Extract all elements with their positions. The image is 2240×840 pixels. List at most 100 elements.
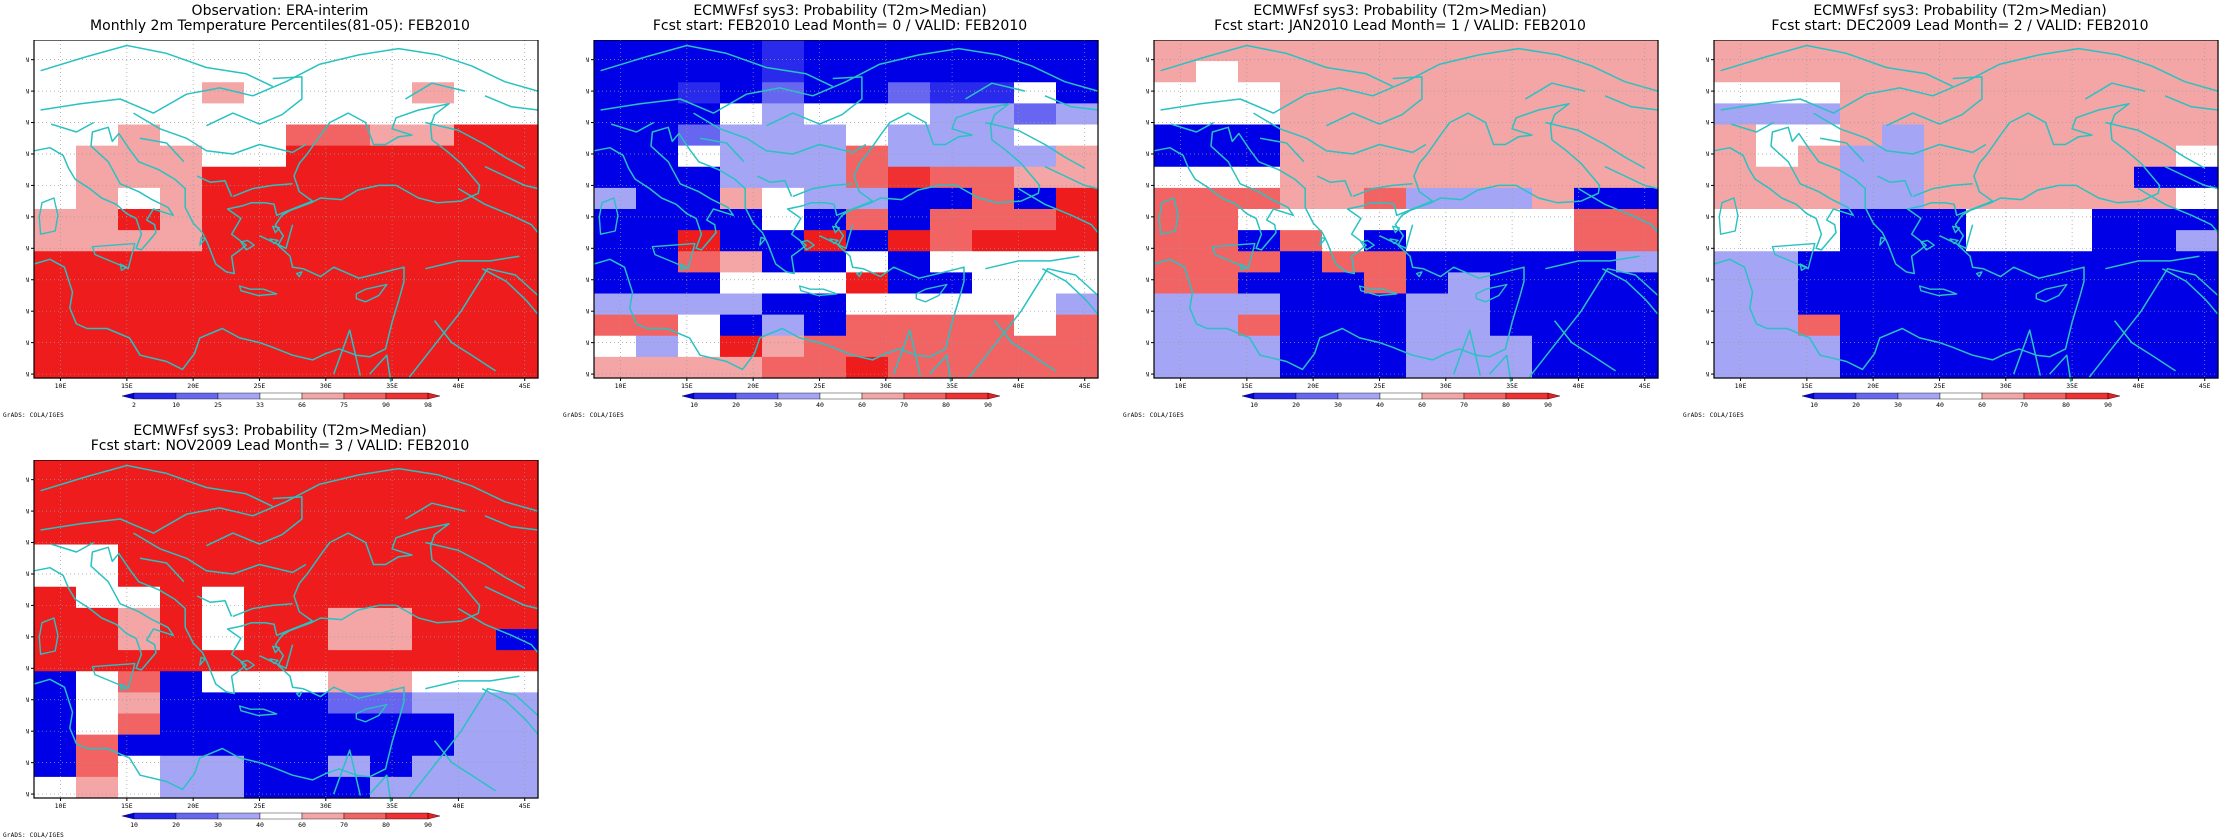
grid-cell xyxy=(1196,82,1239,104)
panel-title-line1: ECMWFsf sys3: Probability (T2m>Median) xyxy=(133,423,427,439)
grid-cell xyxy=(328,82,371,104)
grid-cell xyxy=(1448,251,1491,273)
grid-cell xyxy=(1056,145,1099,168)
grid-cell xyxy=(34,103,77,126)
grid-cell xyxy=(496,523,539,546)
legend-swatch xyxy=(1505,392,1549,400)
lon-tick-label: 25E xyxy=(1934,382,1946,390)
grid-cell xyxy=(1406,272,1449,295)
legend-arrow-left xyxy=(121,392,135,400)
grid-cell xyxy=(34,460,77,482)
island-outline xyxy=(679,263,688,272)
grid-cell xyxy=(846,209,889,231)
grid-cell xyxy=(244,565,287,588)
lon-tick-label: 25E xyxy=(254,382,266,390)
grid-cell xyxy=(1238,356,1281,379)
grid-cell xyxy=(244,230,287,252)
grid-cell xyxy=(1756,61,1799,83)
island-outline xyxy=(915,283,948,303)
grid-cell xyxy=(34,713,77,736)
grid-cell xyxy=(2134,293,2177,316)
grid-cell xyxy=(846,314,889,337)
grid-cell xyxy=(1364,61,1407,83)
grid-cell xyxy=(328,335,371,358)
grid-cell xyxy=(76,61,119,83)
grid-cell xyxy=(34,230,77,252)
coastline xyxy=(369,354,392,383)
grid-cell xyxy=(1574,61,1617,83)
grid-cell xyxy=(846,187,889,210)
coastline xyxy=(929,354,952,383)
legend-swatch xyxy=(903,392,947,400)
grid-cell xyxy=(1798,314,1841,337)
coastline xyxy=(33,102,481,371)
grid-cell xyxy=(1280,356,1323,379)
grid-cell xyxy=(118,272,161,295)
grid-cell xyxy=(2134,356,2177,379)
grid-cell xyxy=(1882,187,1925,210)
grid-cell xyxy=(202,145,245,168)
legend-swatch xyxy=(259,392,303,400)
grid-cell xyxy=(594,272,637,295)
grid-cell xyxy=(678,356,721,379)
lon-tick-label: 25E xyxy=(254,802,266,810)
grid-cell xyxy=(1448,335,1491,358)
grid-cell xyxy=(76,356,119,379)
legend-label: 40 xyxy=(256,821,264,829)
grid-cell xyxy=(762,103,805,126)
grid-cell xyxy=(1364,251,1407,273)
grid-cell xyxy=(454,209,497,231)
lon-tick-label: 45E xyxy=(1639,382,1651,390)
grid-cell xyxy=(1616,272,1659,295)
grid-cell xyxy=(972,230,1015,252)
grid-cell xyxy=(1014,145,1057,168)
grid-cell xyxy=(1196,166,1239,189)
grid-cell xyxy=(286,209,329,231)
grid-cell xyxy=(370,713,413,736)
grid-cell xyxy=(1840,314,1883,337)
grid-cell xyxy=(1280,230,1323,252)
grid-cell xyxy=(1238,293,1281,316)
grid-cell xyxy=(118,692,161,715)
grid-cell xyxy=(594,103,637,126)
legend-swatch xyxy=(2023,392,2067,400)
legend-label: 20 xyxy=(732,401,740,409)
island-outline xyxy=(38,197,59,235)
coastline xyxy=(196,595,233,617)
grid-cell xyxy=(1406,40,1449,62)
lon-tick-label: 35E xyxy=(946,382,958,390)
grid-cell xyxy=(328,544,371,567)
grid-cell xyxy=(1406,145,1449,168)
grid-cell xyxy=(1406,356,1449,379)
grid-cell xyxy=(804,209,847,231)
grid-cell xyxy=(454,502,497,524)
grid-cell xyxy=(1056,230,1099,252)
grid-cell xyxy=(1966,293,2009,316)
grid-cell xyxy=(34,734,77,757)
legend-label: 25 xyxy=(214,401,222,409)
lat-tick-label: 36N xyxy=(26,276,29,284)
grid-cell xyxy=(1882,272,1925,295)
grid-cell xyxy=(930,272,973,295)
coastline xyxy=(1604,95,1659,111)
grid-cell xyxy=(1448,272,1491,295)
grid-cell xyxy=(496,755,539,778)
legend-label: 40 xyxy=(1376,401,1384,409)
grid-cell xyxy=(118,103,161,126)
grid-cell xyxy=(286,502,329,524)
grid-cell xyxy=(328,314,371,337)
grid-cell xyxy=(286,314,329,337)
grid-cell xyxy=(1840,166,1883,189)
grid-cell xyxy=(34,650,77,672)
grid-cell xyxy=(972,293,1015,316)
grid-cell xyxy=(720,335,763,358)
coastline xyxy=(458,607,539,654)
grid-cell xyxy=(496,61,539,83)
grid-cell xyxy=(1532,272,1575,295)
grid-cell xyxy=(76,544,119,567)
grid-cell xyxy=(1448,356,1491,379)
coastline xyxy=(766,76,863,127)
coastline xyxy=(1545,121,1646,169)
lat-tick-label: 48N xyxy=(26,87,29,95)
grid-cell xyxy=(1924,103,1967,126)
